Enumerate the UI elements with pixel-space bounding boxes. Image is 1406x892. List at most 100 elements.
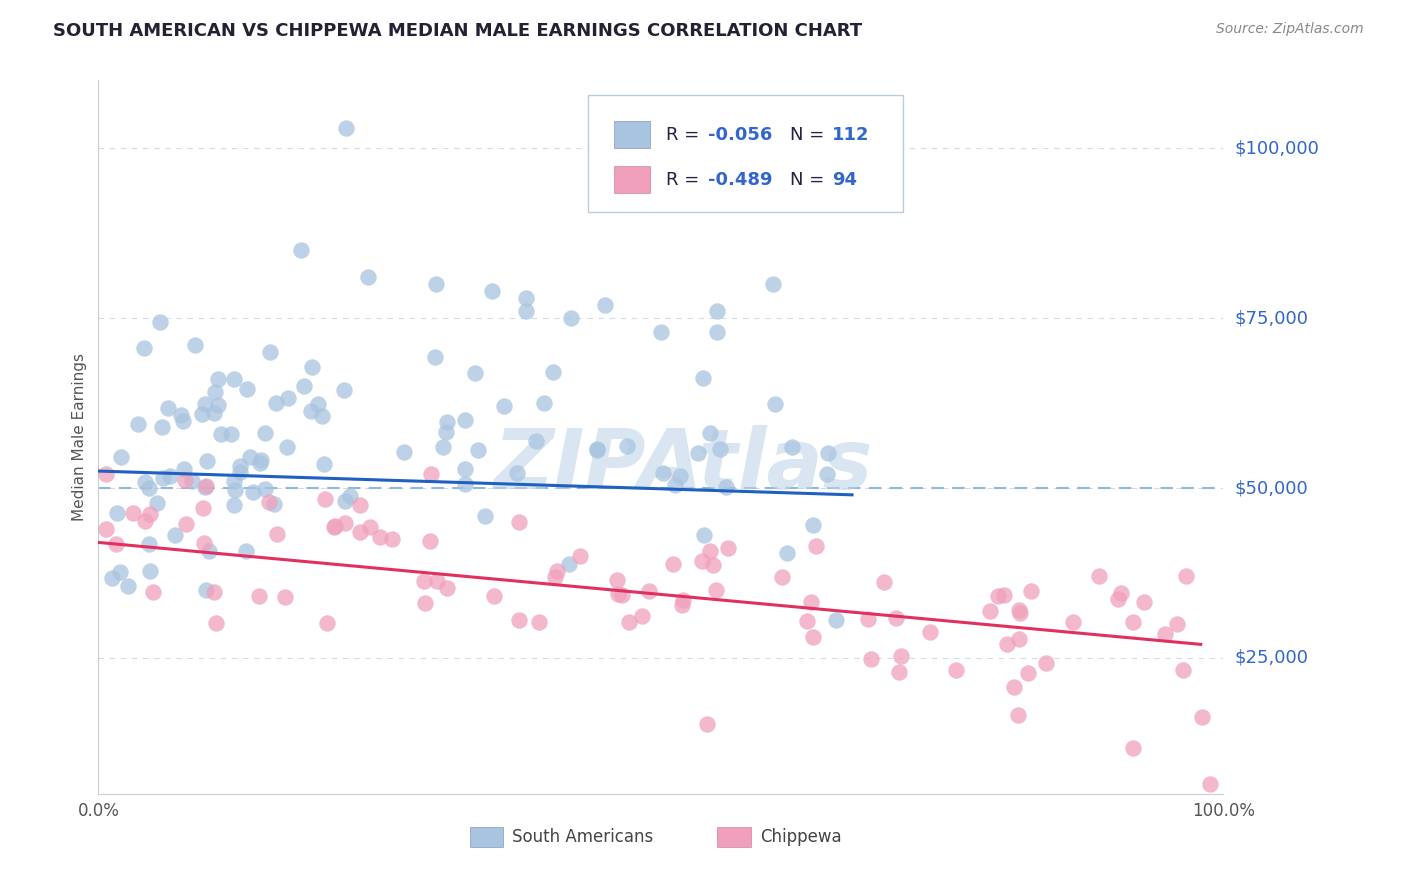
Point: [770, 570, 793, 584]
Point: [664, 478, 686, 492]
Point: [224, 483, 246, 497]
Point: [207, 372, 229, 386]
Point: [717, 541, 740, 556]
Text: $25,000: $25,000: [1234, 649, 1309, 667]
Point: [392, 445, 415, 459]
Point: [172, 414, 194, 428]
Point: [817, 446, 839, 460]
Point: [1174, 568, 1197, 582]
Point: [222, 498, 245, 512]
Point: [381, 532, 404, 546]
Point: [801, 630, 824, 644]
Point: [506, 466, 529, 480]
Point: [631, 609, 654, 624]
Point: [412, 574, 434, 588]
Point: [690, 554, 713, 568]
Point: [482, 589, 505, 603]
Point: [165, 528, 187, 542]
Point: [515, 304, 537, 318]
Point: [464, 366, 486, 380]
Point: [515, 291, 537, 305]
Point: [139, 507, 162, 521]
Point: [202, 584, 225, 599]
Point: [671, 598, 693, 612]
Point: [619, 615, 641, 630]
Point: [1107, 591, 1129, 606]
Point: [266, 396, 288, 410]
Text: -0.489: -0.489: [709, 171, 772, 189]
Point: [454, 461, 477, 475]
Point: [195, 479, 218, 493]
Point: [193, 535, 215, 549]
Point: [228, 465, 250, 479]
Point: [714, 480, 737, 494]
Point: [332, 383, 354, 397]
Point: [104, 537, 127, 551]
Point: [290, 243, 312, 257]
Point: [254, 483, 277, 497]
Point: [815, 467, 838, 482]
Point: [474, 509, 496, 524]
Point: [134, 514, 156, 528]
Point: [311, 409, 333, 424]
Point: [995, 637, 1018, 651]
Point: [169, 408, 191, 422]
Point: [709, 442, 731, 457]
Point: [585, 442, 607, 457]
Point: [413, 596, 436, 610]
Point: [236, 382, 259, 396]
Point: [696, 716, 718, 731]
Point: [333, 516, 356, 530]
Point: [1035, 656, 1057, 670]
Bar: [717, 828, 751, 847]
Point: [593, 297, 616, 311]
Point: [650, 325, 672, 339]
Point: [299, 404, 322, 418]
Point: [699, 426, 721, 441]
Point: [146, 496, 169, 510]
Y-axis label: Median Male Earnings: Median Male Earnings: [72, 353, 87, 521]
Point: [606, 574, 628, 588]
Point: [110, 450, 132, 464]
Bar: [613, 166, 650, 193]
Point: [668, 469, 690, 483]
Point: [796, 614, 818, 628]
Point: [481, 284, 503, 298]
Text: R =: R =: [666, 171, 706, 189]
Text: 112: 112: [832, 126, 869, 144]
Point: [541, 365, 564, 379]
Point: [94, 467, 117, 482]
Point: [993, 588, 1015, 602]
Point: [434, 425, 457, 440]
Point: [425, 350, 447, 364]
Point: [467, 442, 489, 457]
Point: [250, 452, 273, 467]
Point: [616, 439, 638, 453]
Point: [176, 516, 198, 531]
Bar: [613, 121, 650, 148]
Point: [1019, 583, 1042, 598]
Point: [235, 544, 257, 558]
Point: [806, 539, 828, 553]
Point: [110, 565, 132, 579]
Point: [887, 665, 910, 679]
Point: [1062, 615, 1084, 629]
Point: [219, 426, 242, 441]
Point: [527, 615, 550, 629]
Point: [249, 456, 271, 470]
Point: [686, 446, 709, 460]
Point: [524, 434, 547, 449]
Point: [692, 371, 714, 385]
Point: [1088, 568, 1111, 582]
Point: [184, 338, 207, 352]
Point: [436, 581, 458, 595]
Point: [508, 613, 530, 627]
Point: [706, 304, 728, 318]
Text: South Americans: South Americans: [512, 829, 654, 847]
Point: [454, 477, 477, 491]
Point: [762, 277, 785, 292]
Point: [782, 440, 804, 454]
Point: [247, 590, 270, 604]
Point: [257, 495, 280, 509]
Point: [259, 344, 281, 359]
